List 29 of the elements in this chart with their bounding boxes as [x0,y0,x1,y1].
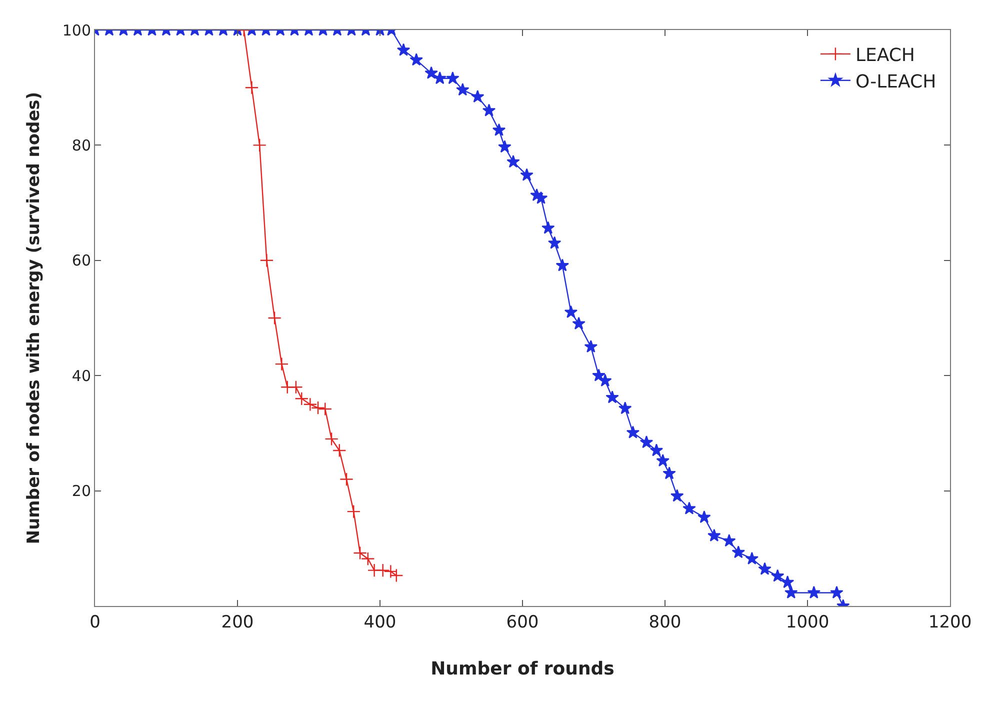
x-tick-label: 800 [648,612,682,632]
point [340,472,354,486]
x-tick-label: 1200 [928,612,972,632]
x-tick-label: 200 [221,612,254,632]
y-axis-title: Number of nodes with energy (survived nodes) [24,92,44,544]
point [268,311,282,325]
x-tick-label: 600 [506,612,539,632]
x-axis-title: Number of rounds [430,658,614,680]
point [252,138,266,152]
point [260,254,274,268]
point [332,444,346,458]
point [346,504,361,518]
y-tick-label: 20 [72,482,91,500]
y-tick-label: 60 [72,252,91,270]
point [318,402,332,416]
x-tick-label: 0 [90,612,100,632]
legend-label: O-LEACH [855,71,936,92]
point [274,357,289,371]
y-tick-label: 80 [72,136,91,154]
point [376,563,390,578]
y-tick-label: 40 [72,366,91,385]
x-tick-label: 400 [364,612,396,632]
point [244,80,259,94]
point [289,380,303,394]
point [324,432,338,446]
y-tick-label: 100 [62,21,91,40]
legend-label: LEACH [855,44,915,66]
point [311,400,325,415]
x-tick-label: 1000 [786,612,830,632]
